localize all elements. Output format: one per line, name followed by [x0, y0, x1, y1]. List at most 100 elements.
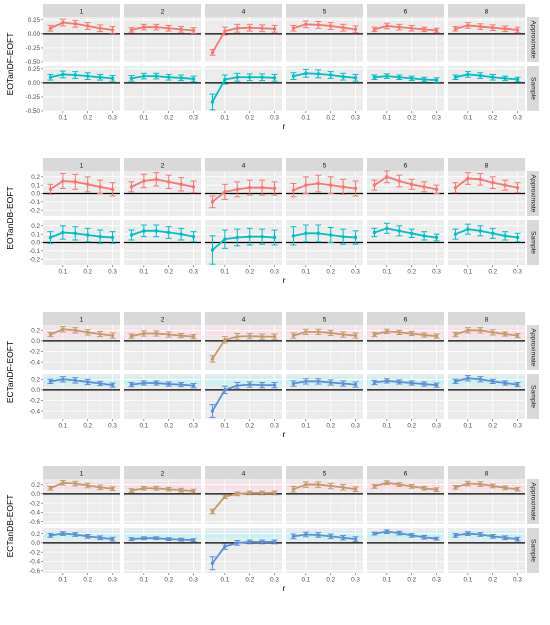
x-tick-label: 0.3 [270, 115, 279, 122]
data-point [422, 486, 426, 490]
panel-sample-8: 0.1 0.2 0.3 [448, 66, 525, 122]
panel-sample-6: 0.1 0.2 0.3 [367, 220, 444, 276]
series-line [293, 232, 356, 239]
panel-approximate-6 [367, 325, 444, 370]
data-point [341, 25, 345, 30]
series-line [374, 25, 437, 32]
x-tick-label: 0.3 [108, 115, 117, 122]
reference-band [205, 531, 282, 540]
x-tick-label: 0.1 [139, 269, 148, 276]
x-tick-label: 0.1 [382, 115, 391, 122]
row-strip-label: Sample [530, 77, 537, 100]
data-point [167, 382, 171, 386]
x-tick-label: 0.3 [189, 115, 198, 122]
data-point [466, 531, 470, 536]
data-point [129, 537, 134, 541]
data-point [167, 75, 171, 79]
reference-band [367, 482, 444, 491]
data-point [478, 328, 482, 332]
reference-band [124, 531, 201, 540]
y-tick-label: -0.1 [29, 248, 40, 255]
chart-block-2: 1 2 4 5 6 8ApproximateSample-0.2-0.10.00.10.2… [5, 158, 539, 285]
y-tick-label: 0.25 [28, 66, 41, 73]
data-point [410, 26, 414, 30]
facet-strip-1 [43, 466, 120, 479]
data-point [272, 540, 277, 544]
y-tick-label: -0.50 [26, 108, 41, 115]
x-tick-label: 0.3 [189, 423, 198, 430]
data-point [142, 74, 146, 78]
data-point [422, 77, 426, 82]
series-line [455, 482, 518, 491]
x-tick-label: 0.2 [488, 115, 497, 122]
data-point [466, 176, 470, 181]
data-point [385, 379, 389, 383]
data-point [341, 332, 345, 337]
data-point [397, 330, 401, 335]
x-tick-label: 0.3 [513, 423, 522, 430]
row-strip-sample [527, 66, 539, 111]
data-point [353, 333, 358, 338]
data-point [410, 76, 414, 81]
data-point [48, 187, 53, 192]
data-point [434, 235, 439, 240]
data-point [304, 532, 308, 537]
data-point [453, 75, 458, 79]
series-line [455, 73, 518, 81]
data-point [478, 377, 482, 381]
x-tick-label: 0.2 [164, 577, 173, 584]
facet-strip-label: 5 [323, 317, 327, 324]
facet-strip-6 [367, 158, 444, 171]
facet-strip-2 [124, 158, 201, 171]
y-tick-label: 0.00 [28, 31, 41, 38]
data-point [210, 409, 215, 413]
data-point [503, 183, 507, 187]
row-strip-label: Approximate [530, 328, 537, 366]
data-point [434, 383, 439, 387]
panel-approximate-4 [205, 171, 282, 216]
data-point [73, 231, 77, 236]
y-tick-label: -0.2 [29, 549, 40, 556]
y-tick-label: -0.2 [29, 398, 40, 405]
y-tick-label: 0.2 [31, 327, 40, 334]
panel-background [367, 66, 444, 111]
data-point [385, 530, 389, 534]
x-tick-label: 0.2 [164, 423, 173, 430]
data-point [86, 233, 90, 237]
row-strip-approximate [527, 17, 539, 62]
y-axis-title: ECTanDF-EOFT [5, 341, 15, 403]
data-point [466, 72, 470, 77]
series-line [50, 231, 113, 239]
facet-strip-label: 8 [485, 317, 489, 324]
x-tick-label: 0.3 [108, 577, 117, 584]
reference-band [367, 531, 444, 540]
y-tick-label: 0.2 [31, 174, 40, 181]
x-tick-label: 0.1 [463, 115, 472, 122]
x-tick-label: 0.2 [83, 423, 92, 430]
data-point [372, 332, 377, 337]
data-point [61, 377, 65, 381]
x-tick-label: 0.1 [139, 423, 148, 430]
data-point [167, 230, 171, 235]
data-point [110, 537, 115, 541]
series-line [131, 487, 194, 492]
x-axis-title: r [283, 275, 286, 285]
y-tick-label: -0.2 [29, 349, 40, 356]
panel-approximate-4 [205, 325, 282, 370]
x-axis-title: r [283, 121, 286, 131]
x-tick-label: 0.2 [488, 269, 497, 276]
data-point [272, 491, 277, 495]
series-line [293, 182, 356, 192]
data-point [478, 24, 482, 29]
panel-background [448, 17, 525, 62]
x-tick-label: 0.1 [382, 577, 391, 584]
y-tick-label: -0.25 [26, 94, 41, 101]
facet-strip-5 [286, 466, 363, 479]
data-point [167, 26, 171, 30]
x-tick-label: 0.3 [270, 577, 279, 584]
data-point [98, 536, 102, 540]
panel-approximate-1: -0.50 -0.25 0.00 0.25 [26, 17, 120, 66]
data-point [453, 485, 458, 490]
panel-sample-6: 0.1 0.2 0.3 [367, 66, 444, 122]
